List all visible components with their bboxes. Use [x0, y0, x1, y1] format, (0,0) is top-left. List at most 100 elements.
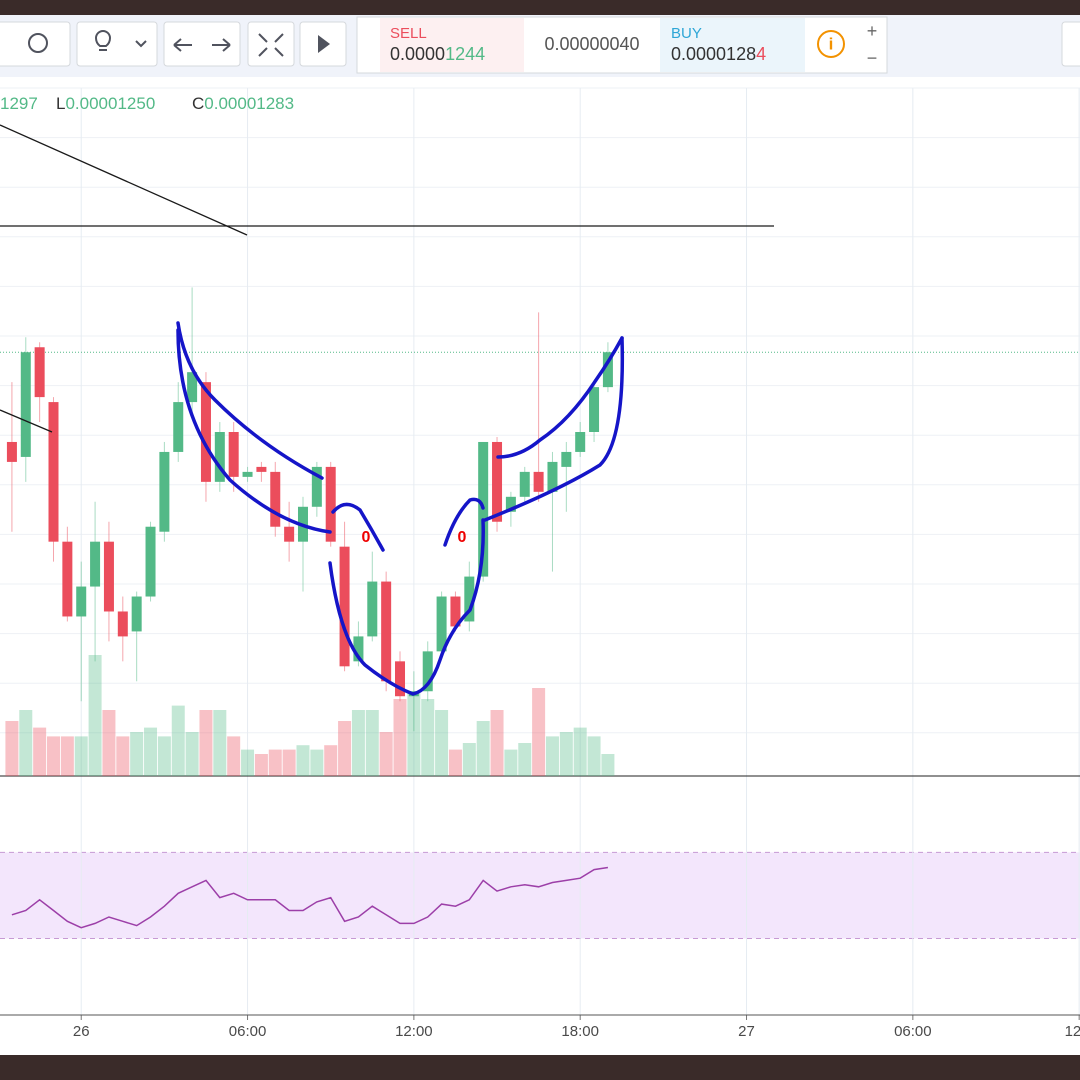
icon: [28, 33, 48, 53]
x-tick-label: 12:00: [395, 1023, 433, 1040]
buy-label: BUY: [671, 25, 702, 42]
candle-body: [353, 636, 364, 662]
candle-body: [575, 432, 586, 452]
volume-bar: [504, 749, 518, 776]
volume-bar: [74, 736, 88, 776]
high-value: 1297: [0, 94, 38, 113]
volume-bar: [60, 736, 74, 776]
candle-body: [533, 471, 544, 492]
candle-body: [103, 541, 114, 612]
volume-bar: [421, 699, 435, 776]
layout-button[interactable]: [1061, 21, 1080, 67]
volume-bar: [532, 688, 546, 776]
x-tick-label: 06:00: [894, 1023, 932, 1040]
candle-body: [117, 611, 128, 637]
candle-body: [561, 451, 572, 467]
price-head: 0.0000128: [671, 44, 756, 64]
alert-button[interactable]: [0, 21, 71, 67]
app: i SELL 0.00001244 0.00000040 BUY 0.00001…: [0, 15, 1080, 1055]
candle-body: [200, 382, 211, 482]
buy-price: 0.00001284: [671, 44, 766, 64]
buy-button[interactable]: [660, 18, 805, 72]
x-tick-label: 12:0: [1065, 1023, 1080, 1040]
drawing: [176, 321, 625, 696]
trend-line: [0, 124, 248, 236]
candle-body: [464, 576, 475, 622]
sell-price: 0.00001244: [390, 44, 485, 64]
volume-bar: [5, 721, 19, 776]
candle-body: [62, 541, 73, 617]
candle-body: [214, 432, 225, 482]
ohlc-legend: 1297 L0.00001250 C0.00001283: [0, 94, 294, 113]
chart: i SELL 0.00001244 0.00000040 BUY 0.00001…: [0, 15, 1080, 1040]
spread: 0.00000040: [544, 34, 639, 54]
candle-body: [547, 461, 558, 492]
brush-stroke: [496, 336, 624, 459]
icon: [258, 33, 284, 57]
volume-bar: [116, 736, 130, 776]
candle-body: [159, 451, 170, 532]
rsi-line: [11, 866, 609, 929]
volume-bar: [102, 710, 116, 776]
volume-bar: [407, 692, 421, 776]
candle-body: [492, 441, 503, 522]
candle-body: [422, 651, 433, 692]
volume-bar: [448, 749, 462, 776]
sell-label: SELL: [390, 25, 427, 42]
fullscreen-button[interactable]: [247, 21, 295, 67]
volume-bar: [227, 736, 241, 776]
volume-bar: [338, 721, 352, 776]
x-tick-label: 26: [73, 1023, 90, 1040]
candle-body: [339, 546, 350, 667]
candle-body: [256, 466, 267, 472]
x-tick-label: 18:00: [561, 1023, 599, 1040]
sell-button[interactable]: [380, 18, 524, 72]
price-tail: 1244: [445, 44, 485, 64]
rsi-band: [0, 852, 1080, 939]
volume-bar: [171, 705, 185, 776]
volume-bar: [310, 749, 324, 776]
candle-body: [325, 466, 336, 542]
candle-body: [76, 586, 87, 617]
candle-body: [6, 441, 17, 462]
info-icon[interactable]: [817, 30, 845, 58]
candle-body: [602, 352, 613, 388]
candle-body: [395, 661, 406, 697]
candle-body: [242, 471, 253, 477]
ideas-button[interactable]: [76, 21, 158, 67]
zoom-out[interactable]: −: [867, 48, 878, 68]
volume-bar: [185, 732, 199, 776]
candle-body: [34, 347, 45, 398]
icon: [318, 35, 330, 53]
undo-redo[interactable]: [163, 21, 241, 67]
volume-bar: [351, 710, 365, 776]
price-tail: 4: [756, 44, 766, 64]
toolbar-buttons: i: [0, 16, 1080, 74]
candle-body: [381, 581, 392, 682]
candle-body: [173, 402, 184, 452]
brush-stroke: [176, 321, 324, 480]
volume-bar: [518, 743, 532, 776]
candle-body: [589, 387, 600, 432]
candle-body: [90, 541, 101, 587]
volume-bar: [559, 732, 573, 776]
volume-bar: [573, 727, 587, 776]
volume-bar: [282, 749, 296, 776]
volume-bar: [490, 710, 504, 776]
close-value: 0.00001283: [204, 94, 294, 113]
brush-stroke: [483, 336, 625, 522]
volume-bar: [435, 710, 449, 776]
volume-bar: [379, 732, 393, 776]
candle-body: [187, 372, 198, 403]
volume-bar: [268, 749, 282, 776]
low-label: L: [56, 94, 65, 113]
zoom-in[interactable]: +: [867, 21, 878, 41]
volume-bar: [587, 736, 601, 776]
candle-body: [145, 526, 156, 597]
volume-bar: [19, 710, 33, 776]
volume-bar: [393, 699, 407, 776]
brush-stroke: [176, 328, 332, 534]
trend-lines: [0, 124, 774, 433]
icon: [173, 38, 231, 52]
candle-body: [436, 596, 447, 652]
